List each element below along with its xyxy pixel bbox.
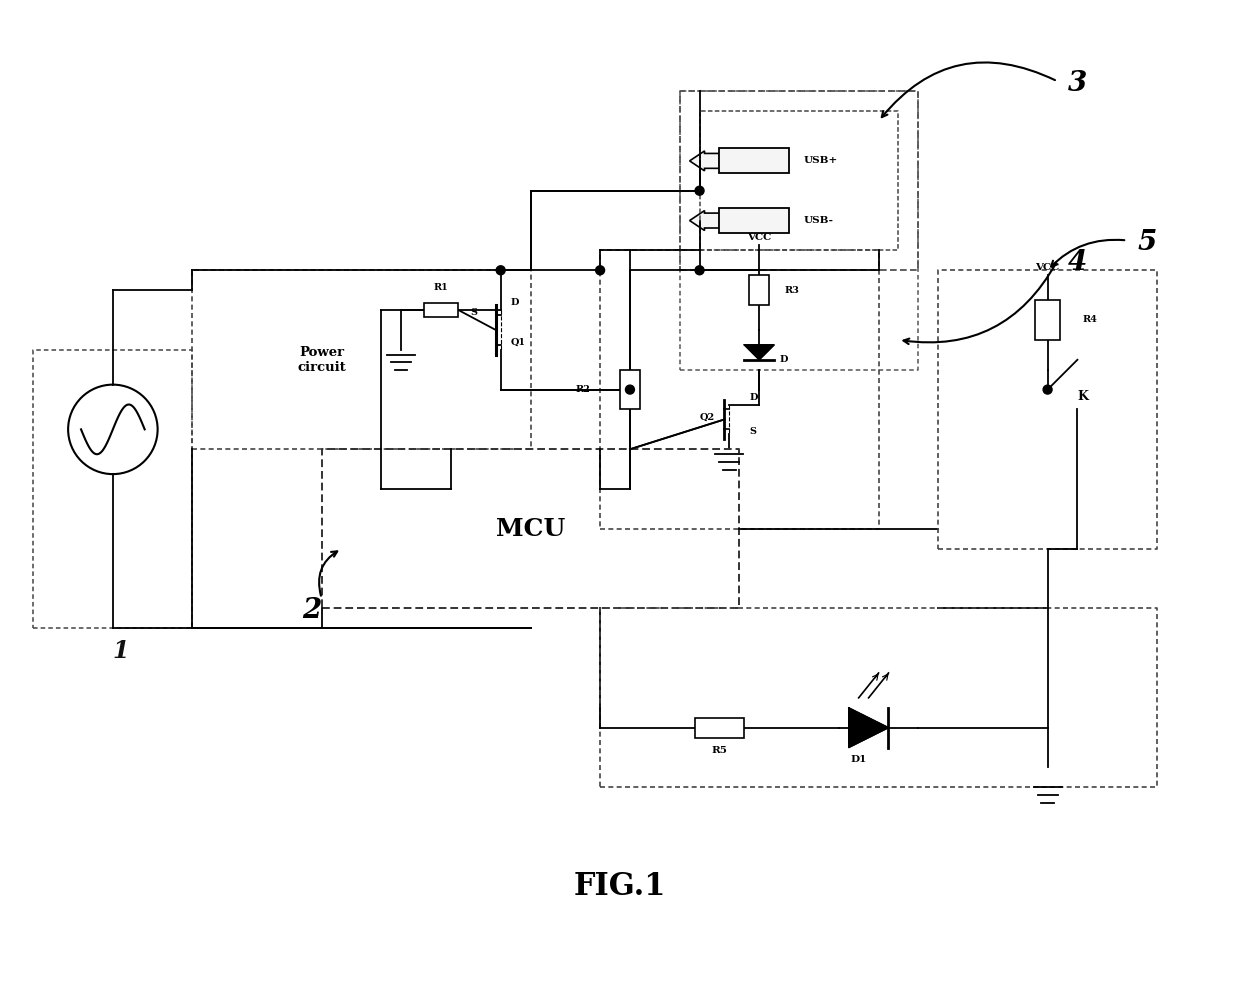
Text: R2: R2 — [575, 385, 590, 394]
Text: 2: 2 — [301, 597, 321, 624]
Text: R3: R3 — [784, 286, 799, 295]
Polygon shape — [848, 708, 889, 748]
Text: MCU: MCU — [496, 517, 565, 541]
Text: D: D — [511, 298, 520, 307]
Bar — [749, 275, 769, 305]
Text: R5: R5 — [712, 746, 728, 755]
Bar — [424, 303, 459, 317]
Text: VCC: VCC — [1035, 263, 1060, 272]
Circle shape — [696, 266, 704, 275]
FancyArrow shape — [689, 151, 719, 171]
Text: Power
circuit: Power circuit — [298, 346, 346, 374]
Text: 3: 3 — [1068, 70, 1086, 97]
Bar — [694, 718, 744, 738]
Bar — [719, 208, 789, 233]
Text: USB-: USB- — [804, 216, 835, 225]
Text: VCC: VCC — [746, 233, 771, 242]
Text: 1: 1 — [113, 639, 129, 663]
Text: 5: 5 — [1137, 229, 1157, 256]
Text: D: D — [749, 393, 758, 402]
Text: D: D — [779, 355, 787, 364]
Circle shape — [625, 385, 635, 394]
Text: Q2: Q2 — [699, 412, 714, 421]
Text: 4: 4 — [1068, 249, 1086, 276]
Polygon shape — [744, 345, 774, 360]
Text: D1: D1 — [851, 756, 867, 764]
Bar — [719, 148, 789, 173]
Text: FIG.1: FIG.1 — [574, 871, 666, 902]
Circle shape — [595, 266, 605, 275]
Text: Q1: Q1 — [511, 338, 526, 347]
Text: USB+: USB+ — [804, 156, 838, 165]
Text: K: K — [1078, 390, 1089, 403]
Bar — [1035, 300, 1060, 340]
Circle shape — [696, 186, 704, 195]
Circle shape — [1043, 385, 1052, 394]
Text: R4: R4 — [1083, 315, 1097, 324]
Text: R1: R1 — [434, 283, 449, 292]
Circle shape — [496, 266, 505, 275]
FancyArrow shape — [689, 211, 719, 230]
Text: S: S — [749, 427, 756, 436]
Text: S: S — [471, 308, 477, 317]
Bar — [620, 370, 640, 409]
